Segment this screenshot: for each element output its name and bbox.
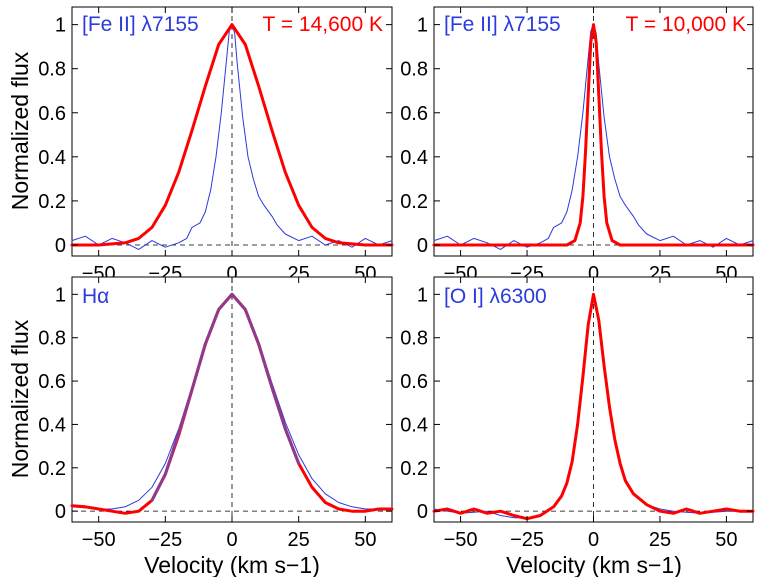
y-tick-label: 0.4	[38, 147, 66, 169]
y-tick-label: 0.8	[38, 59, 66, 81]
panel-bottom-left: −50 −25 0 25 50 0 0.2 0.4 0.6 0.8 1 Hα	[38, 276, 394, 551]
panel-bottom-right: −50 −25 0 25 50 0 0.2 0.4 0.6 0.8 1 [O I] λ6300	[400, 276, 755, 551]
x-tick-label: 0	[588, 529, 599, 551]
y-axis-title-bottom: Normalized flux	[7, 319, 33, 478]
x-tick-label: 50	[354, 529, 376, 551]
x-tick-label: −50	[444, 529, 478, 551]
y-tick-label: 1	[55, 284, 66, 306]
y-tick-label: 1	[417, 15, 428, 37]
x-tick-label: 0	[588, 263, 599, 285]
line-label: [Fe II] λ7155	[82, 13, 199, 36]
y-tick-label: 0.8	[400, 328, 428, 350]
x-tick-label: 25	[649, 529, 671, 551]
series-model	[432, 292, 755, 521]
y-tick-label: 0.2	[400, 191, 428, 213]
x-tick-label: −25	[148, 529, 182, 551]
y-tick-label: 0.6	[38, 371, 66, 393]
line-label: [Fe II] λ7155	[444, 13, 561, 36]
series-model	[432, 23, 755, 247]
y-tick-label: 0.4	[38, 414, 66, 436]
y-tick-label: 0.2	[38, 191, 66, 213]
y-tick-label: 1	[55, 15, 66, 37]
y-tick-label: 0.8	[38, 328, 66, 350]
line-label: Hα	[82, 285, 109, 308]
x-tick-label: −50	[82, 529, 116, 551]
temperature-annotation: T = 14,600 K	[263, 13, 383, 36]
x-tick-label: 25	[288, 529, 310, 551]
x-tick-label: 0	[226, 529, 237, 551]
y-tick-label: 1	[417, 284, 428, 306]
y-tick-label: 0.8	[400, 59, 428, 81]
y-tick-label: 0.4	[400, 147, 428, 169]
y-tick-label: 0.2	[400, 458, 428, 480]
y-tick-label: 0.6	[400, 103, 428, 125]
y-tick-label: 0.6	[400, 371, 428, 393]
y-tick-label: 0.2	[38, 458, 66, 480]
y-tick-label: 0	[55, 501, 66, 523]
x-axis-title-left: Velocity (km s−1)	[144, 552, 320, 577]
series-model	[70, 23, 394, 247]
temperature-annotation: T = 10,000 K	[626, 13, 746, 36]
series-fit	[150, 292, 301, 502]
y-tick-label: 0	[417, 501, 428, 523]
x-tick-label: 50	[715, 529, 737, 551]
line-label: [O I] λ6300	[444, 285, 547, 308]
y-tick-label: 0.6	[38, 103, 66, 125]
x-tick-label: 0	[226, 263, 237, 285]
y-tick-label: 0.4	[400, 414, 428, 436]
x-tick-label: −25	[510, 529, 544, 551]
x-axis-title-right: Velocity (km s−1)	[506, 552, 682, 577]
y-axis-title-top: Normalized flux	[7, 51, 33, 210]
y-tick-label: 0	[55, 235, 66, 257]
y-tick-label: 0	[417, 235, 428, 257]
